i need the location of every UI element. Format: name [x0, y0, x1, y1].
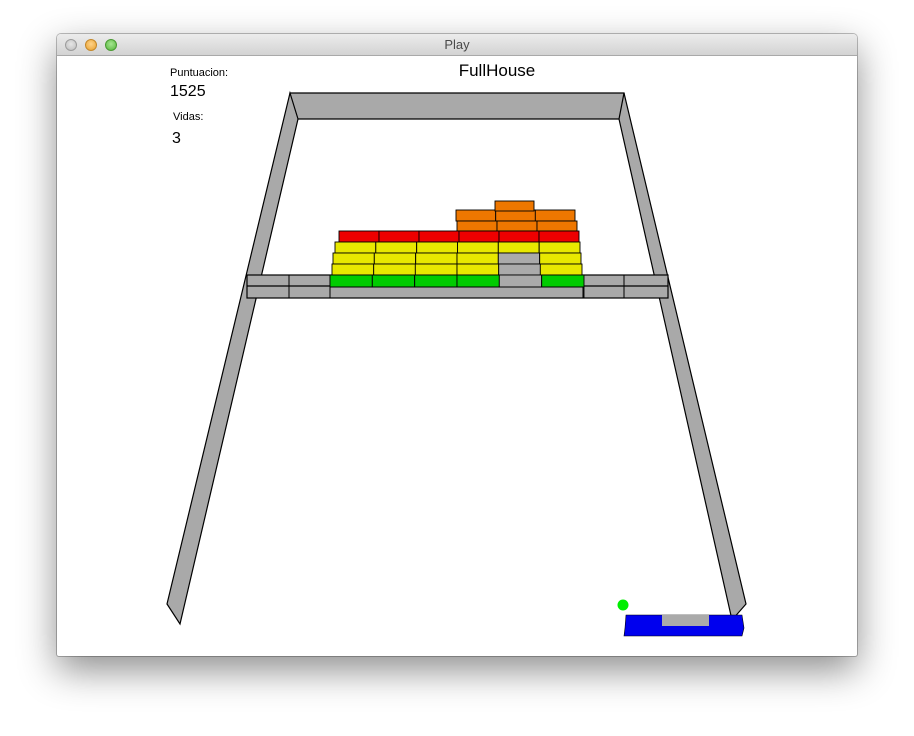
brick [332, 252, 375, 265]
game-window: Play Puntuacion: 1525 Vidas: 3 FullHouse [57, 34, 857, 656]
brick [456, 274, 500, 288]
title-bar[interactable]: Play [57, 34, 857, 56]
brick [497, 241, 540, 254]
zoom-window-icon[interactable] [105, 39, 117, 51]
right-wall [618, 92, 747, 622]
brick [495, 209, 536, 222]
brick [378, 230, 420, 243]
brick [536, 220, 578, 232]
brick [494, 200, 535, 212]
window-title: Play [444, 37, 470, 52]
level-name: FullHouse [458, 61, 536, 80]
brick [415, 252, 458, 265]
score-label: Puntuacion: [170, 67, 229, 79]
back-wall [288, 92, 626, 120]
game-actors [617, 599, 745, 637]
brick [414, 274, 458, 288]
brick [539, 263, 583, 276]
brick-wall [329, 200, 585, 299]
brick [334, 241, 377, 254]
playfield[interactable] [57, 56, 857, 656]
brick [541, 274, 585, 288]
brick [456, 263, 500, 276]
brick [496, 220, 538, 232]
score-value: 1525 [170, 83, 206, 100]
brick [539, 252, 582, 265]
brick [458, 230, 500, 243]
lives-label: Vidas: [173, 111, 204, 123]
close-window-icon[interactable] [65, 39, 77, 51]
brick [373, 263, 416, 276]
arena-walls [166, 90, 747, 626]
minimize-window-icon[interactable] [85, 39, 97, 51]
brick-row-edge [329, 286, 585, 299]
left-wall [166, 90, 299, 626]
brick [456, 220, 498, 232]
ball [617, 599, 629, 611]
game-canvas[interactable]: Puntuacion: 1525 Vidas: 3 FullHouse [57, 56, 857, 656]
brick [456, 252, 499, 265]
brick [498, 263, 541, 276]
brick [375, 241, 418, 254]
brick [418, 230, 460, 243]
brick [416, 241, 458, 254]
paddle-top [662, 615, 709, 626]
brick [498, 274, 543, 288]
brick [534, 209, 576, 222]
brick [538, 241, 581, 254]
brick [538, 230, 580, 243]
lives-value: 3 [172, 130, 181, 147]
brick [371, 274, 416, 288]
brick [457, 241, 499, 254]
brick [497, 252, 541, 265]
brick [338, 230, 380, 243]
brick [329, 274, 373, 288]
brick [331, 263, 375, 276]
brick [498, 230, 540, 243]
brick [455, 209, 497, 222]
brick [373, 252, 417, 265]
brick [414, 263, 458, 276]
